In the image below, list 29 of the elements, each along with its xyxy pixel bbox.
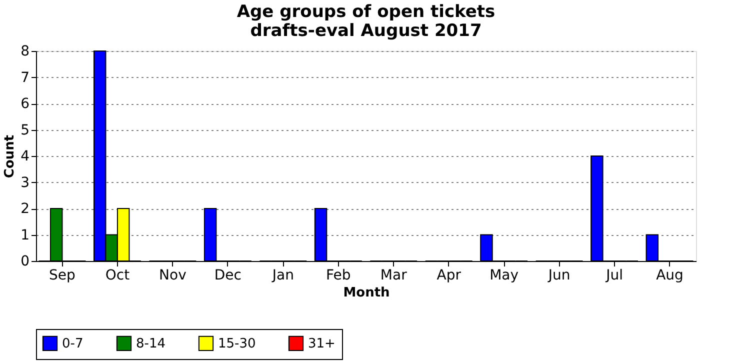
x-tick-label: Oct	[105, 268, 130, 284]
y-tick-label: 6	[20, 96, 30, 112]
y-tick-label: 7	[20, 70, 30, 86]
chart-subtitle: drafts-eval August 2017	[250, 21, 482, 41]
x-tick-label: Sep	[49, 268, 76, 284]
y-axis-title: Count	[2, 134, 18, 178]
x-tick-label: May	[490, 268, 519, 284]
y-tick-label: 8	[20, 44, 30, 60]
y-tick-label: 0	[20, 254, 30, 270]
x-tick-label: Nov	[159, 268, 186, 284]
x-axis-title: Month	[343, 286, 390, 300]
y-tick-label: 3	[20, 174, 30, 191]
y-tick-label: 4	[20, 148, 30, 164]
legend-label: 31+	[308, 336, 336, 352]
x-tick-label: Mar	[380, 268, 408, 284]
x-tick-label: Jan	[271, 268, 294, 284]
y-tick-label: 2	[20, 201, 30, 217]
legend-label: 8-14	[136, 336, 166, 352]
x-tick-label: Feb	[326, 268, 351, 284]
x-tick-label: Jul	[605, 268, 623, 284]
x-tick-label: Aug	[656, 268, 684, 284]
legend-label: 0-7	[62, 336, 84, 352]
chart-title: Age groups of open tickets	[236, 2, 496, 22]
x-tick-label: Dec	[214, 268, 242, 284]
x-tick-label: Jun	[547, 268, 570, 284]
y-tick-label: 1	[20, 227, 30, 244]
y-tick-label: 5	[20, 122, 30, 138]
legend-label: 15-30	[218, 336, 256, 352]
x-tick-label: Apr	[436, 268, 462, 284]
